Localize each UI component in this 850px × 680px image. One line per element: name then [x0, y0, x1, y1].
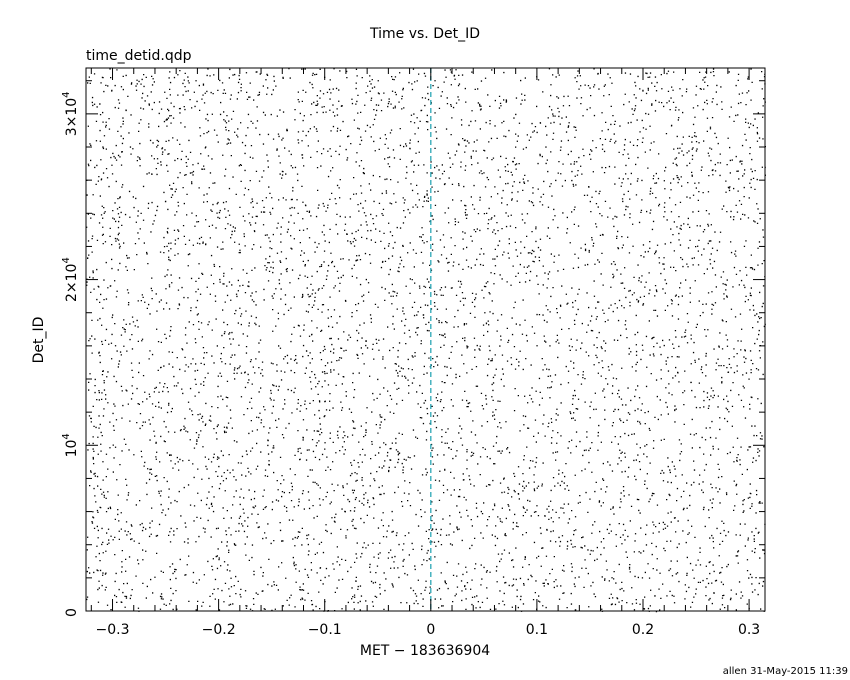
- x-tick-label: 0: [426, 622, 435, 638]
- y-axis-ticks: [86, 80, 765, 612]
- x-axis-label: MET − 183636904: [360, 643, 490, 659]
- x-axis-tick-labels: −0.3 −0.2 −0.1 0 0.1 0.2 0.3: [96, 622, 761, 638]
- x-tick-label: 0.3: [738, 622, 760, 638]
- chart-title: Time vs. Det_ID: [369, 26, 480, 42]
- x-axis-ticks: [90, 68, 750, 611]
- x-tick-label: 0.2: [632, 622, 654, 638]
- footer-stamp: allen 31-May-2015 11:39: [723, 666, 848, 677]
- y-tick-label: 0: [64, 608, 80, 617]
- y-axis-label: Det_ID: [31, 317, 47, 364]
- data-point: [86, 68, 766, 613]
- svg-text:0: 0: [64, 608, 80, 617]
- x-tick-label: 0.1: [526, 622, 548, 638]
- y-tick-label: 3×104: [61, 91, 80, 136]
- y-tick-label: 104: [61, 433, 80, 457]
- x-tick-label: −0.3: [96, 622, 130, 638]
- y-tick-label: 2×104: [61, 257, 80, 302]
- x-tick-label: −0.1: [308, 622, 342, 638]
- svg-text:3×104: 3×104: [61, 91, 80, 136]
- chart-subtitle: time_detid.qdp: [86, 48, 192, 64]
- svg-text:2×104: 2×104: [61, 257, 80, 302]
- scatter-points: [86, 68, 766, 613]
- y-axis-tick-labels: 0 104 2×104 3×104: [61, 91, 80, 617]
- svg-text:104: 104: [61, 433, 80, 457]
- x-tick-label: −0.2: [202, 622, 236, 638]
- plot-frame: [85, 67, 766, 612]
